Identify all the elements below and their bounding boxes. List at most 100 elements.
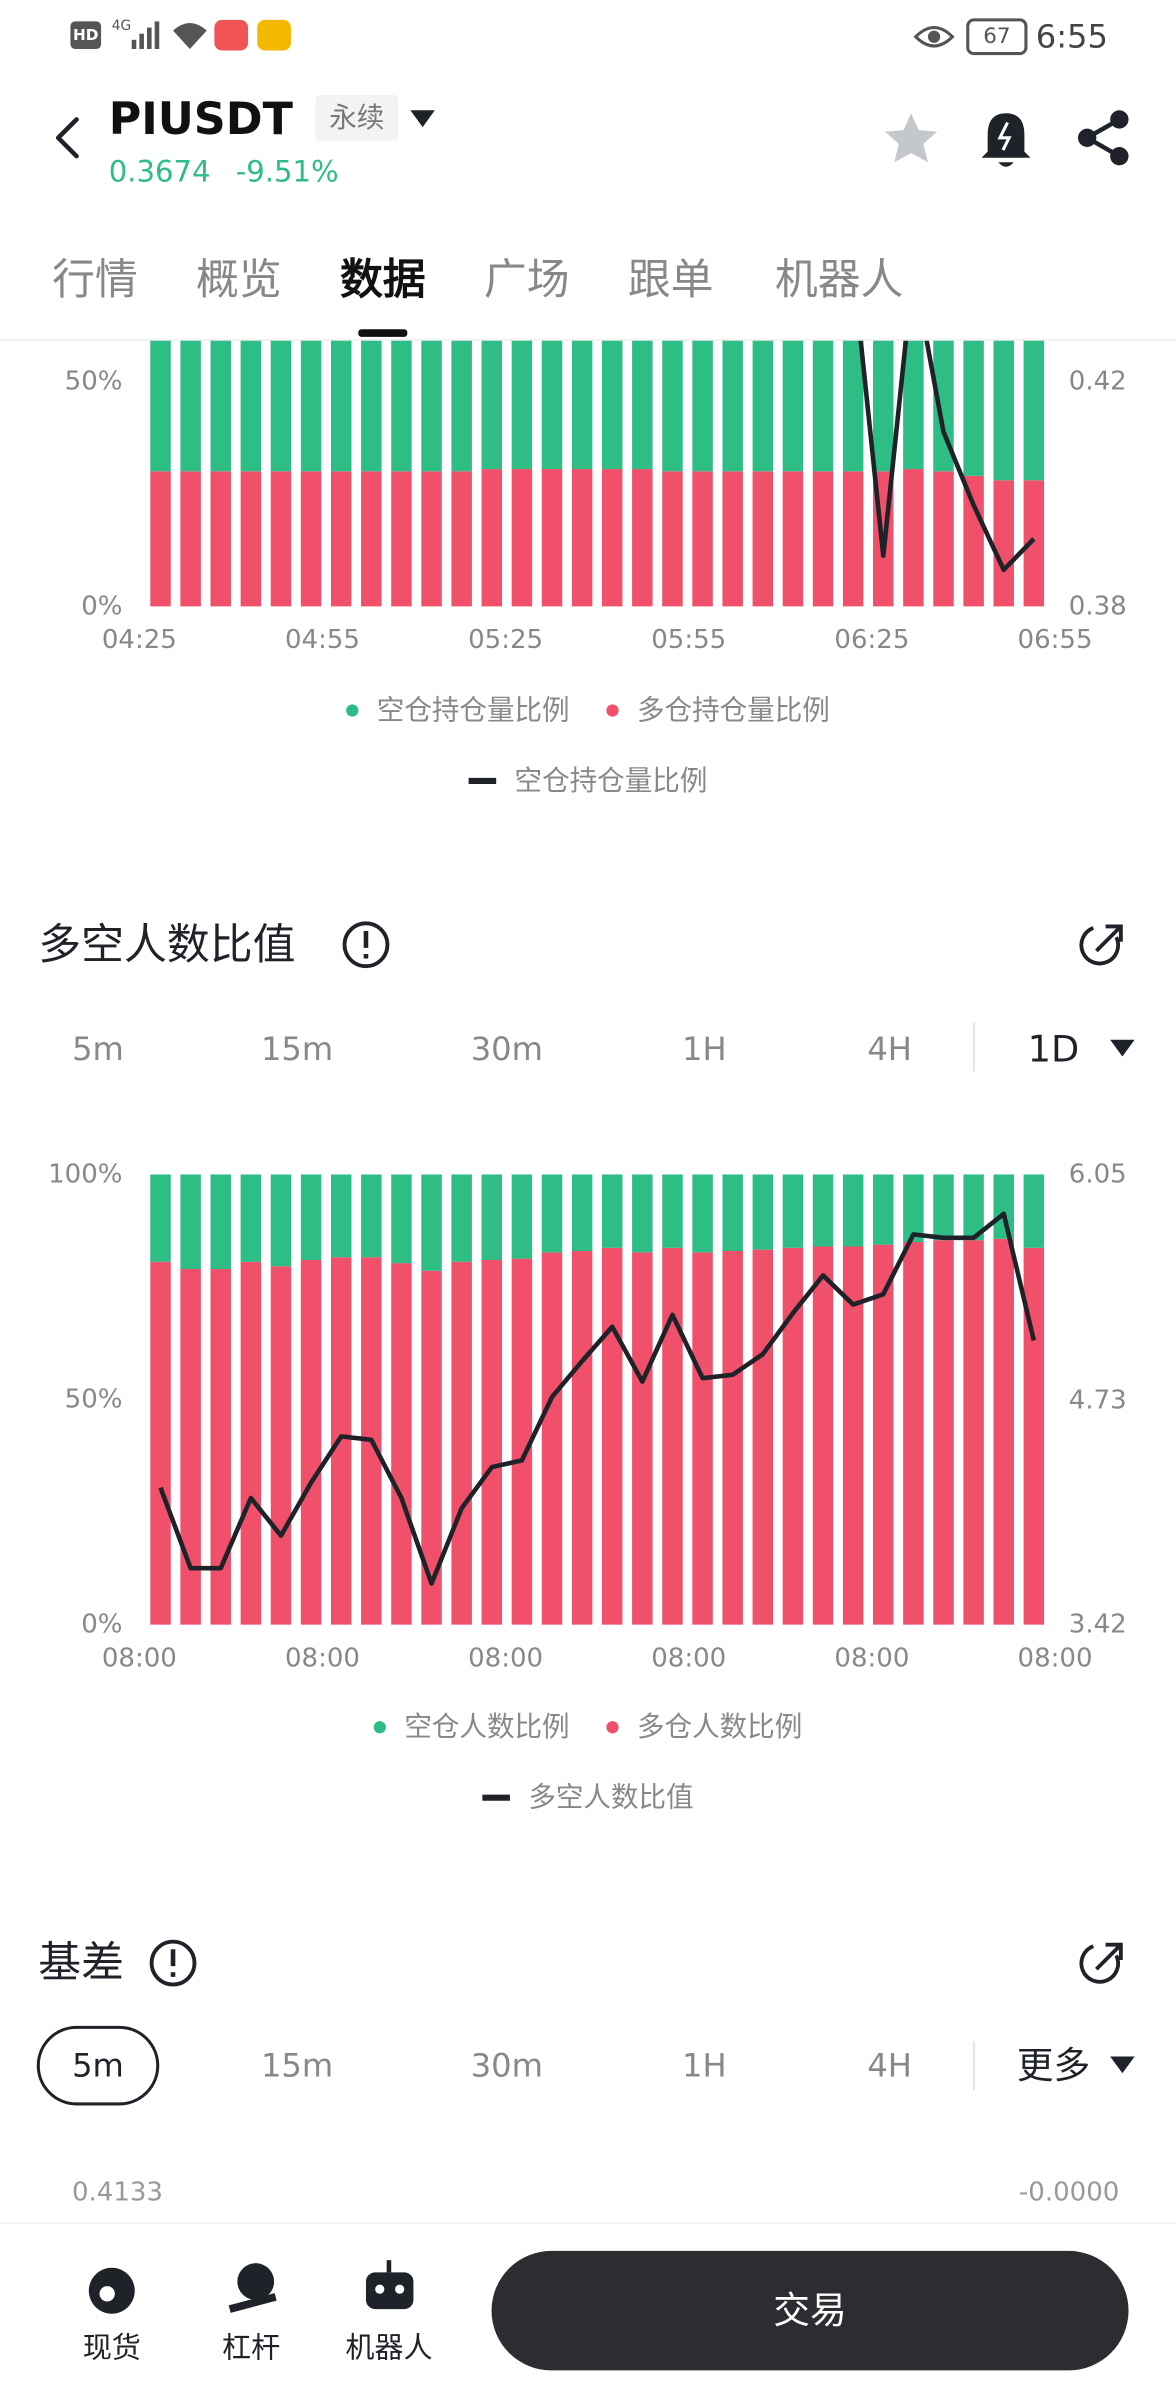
legend-marker (373, 1721, 386, 1734)
tab[interactable]: 行情 (52, 255, 138, 305)
bar (933, 471, 954, 607)
interval-tab[interactable]: 1H (682, 2047, 727, 2085)
share-button[interactable] (1077, 110, 1129, 166)
expand-button[interactable] (1079, 924, 1123, 966)
interval-tab[interactable]: 30m (471, 2047, 543, 2085)
bar (963, 475, 984, 607)
interval-tab[interactable]: 15m (261, 1030, 333, 1068)
expand-button[interactable] (1079, 1942, 1123, 1984)
bar (421, 1270, 442, 1625)
info-icon[interactable] (149, 1939, 197, 1987)
signal-icon (131, 21, 160, 49)
interval-tab[interactable]: 5m (72, 1030, 124, 1068)
bar (300, 1174, 322, 1261)
x-tick-label: 08:00 (1018, 1643, 1093, 1673)
interval-dropdown[interactable] (1110, 2056, 1135, 2074)
bar (692, 471, 713, 607)
alert-bolt (997, 121, 1012, 151)
bar (873, 1244, 894, 1625)
x-tick-label: 08:00 (285, 1643, 360, 1673)
tab[interactable]: 概览 (196, 255, 282, 305)
interval-tab[interactable]: 15m (261, 2047, 333, 2085)
bar (722, 1174, 743, 1251)
legend-label: 空仓持仓量比例 (515, 765, 708, 797)
bar (541, 469, 563, 607)
bar (391, 1174, 412, 1264)
bar (903, 469, 924, 607)
nav-item[interactable]: 机器人 (345, 2330, 432, 2364)
nav-items: 现货 杠杆 机器人 (83, 2330, 433, 2364)
bar (1023, 1174, 1045, 1248)
bar (933, 1240, 954, 1625)
tab[interactable]: 机器人 (775, 255, 904, 305)
section-ratio: 多空人数比值 5m 15m 30m 1H 4H 1D (38, 920, 1135, 1072)
eye-icon (913, 26, 955, 48)
bar (812, 1174, 834, 1247)
bar (571, 469, 593, 607)
tab[interactable]: 广场 (484, 255, 570, 305)
interval-tab[interactable]: 1H (682, 1030, 727, 1068)
tag[interactable]: 永续 (329, 102, 384, 134)
back-button[interactable] (55, 117, 79, 159)
bar (270, 1174, 292, 1267)
bar (391, 1263, 412, 1625)
symbol-dropdown[interactable] (410, 110, 435, 128)
interval-tab[interactable]: 5m (72, 2047, 124, 2085)
tabs: 行情 概览 数据 广场 跟单 机器人 (52, 255, 903, 337)
bar (180, 1269, 201, 1625)
trade-label[interactable]: 交易 (773, 2289, 846, 2332)
interval-tab[interactable]: 30m (471, 1030, 543, 1068)
bar (662, 1174, 683, 1248)
y-tick-label: 50% (65, 366, 123, 396)
bar (632, 469, 653, 607)
time: 6:55 (1036, 18, 1108, 56)
nav-item[interactable]: 杠杆 (222, 2330, 280, 2364)
alert-button[interactable] (981, 113, 1031, 167)
bar (240, 1174, 262, 1262)
hd-text: HD (73, 26, 99, 44)
bar (300, 1260, 322, 1625)
basis-left-value: 0.4133 (72, 2178, 163, 2208)
interval-tab[interactable]: 4H (867, 1030, 912, 1068)
bar (993, 1174, 1014, 1239)
interval-tab[interactable]: 4H (867, 2047, 912, 2085)
trade-button[interactable] (491, 2250, 1129, 2371)
legend-label: 多仓人数比例 (637, 1711, 802, 1743)
interval-tab[interactable]: 更多 (1017, 2044, 1090, 2087)
symbol: PIUSDT (109, 94, 294, 145)
margin-icon (228, 2263, 277, 2313)
legend-marker (606, 1721, 619, 1734)
bar (240, 1261, 262, 1625)
battery-text: 67 (983, 24, 1010, 49)
bar (210, 471, 231, 607)
bar (571, 1174, 593, 1251)
section-basis: 基差 5m 15m 30m 1H 4H 更多 0.4133 -0.0000 (36, 1938, 1135, 2208)
y-tick-label: 0% (81, 1610, 122, 1640)
bar (662, 471, 683, 607)
tab[interactable]: 跟单 (628, 255, 714, 305)
y-tick-label: 100% (48, 1159, 122, 1189)
x-tick-label: 04:25 (102, 625, 177, 655)
interval-tab[interactable]: 1D (1028, 1027, 1080, 1070)
x-tick-label: 08:00 (651, 1643, 726, 1673)
section-title: 多空人数比值 (38, 920, 295, 970)
x-tick-label: 05:55 (651, 625, 726, 655)
y2-tick-label: 6.05 (1069, 1159, 1127, 1189)
chart: 0% 50% 100% 3.42 4.73 6.05 08:00 08:00 08:00 08:0… (48, 1159, 1127, 1813)
bar (541, 1174, 563, 1253)
info-icon[interactable] (342, 921, 390, 969)
tab[interactable]: 数据 (340, 255, 426, 305)
bar (180, 1174, 201, 1270)
bar (933, 1174, 954, 1241)
tag-bg (315, 94, 399, 141)
interval-dropdown[interactable] (1110, 1039, 1135, 1057)
star-button[interactable] (885, 113, 938, 163)
bar (511, 469, 533, 607)
bar (1023, 480, 1045, 607)
basis-right-value: -0.0000 (1019, 2178, 1119, 2208)
nav-item[interactable]: 现货 (83, 2330, 141, 2364)
x-tick-label: 04:55 (285, 625, 360, 655)
y-tick-label: 50% (65, 1385, 123, 1415)
bar (541, 1252, 563, 1625)
